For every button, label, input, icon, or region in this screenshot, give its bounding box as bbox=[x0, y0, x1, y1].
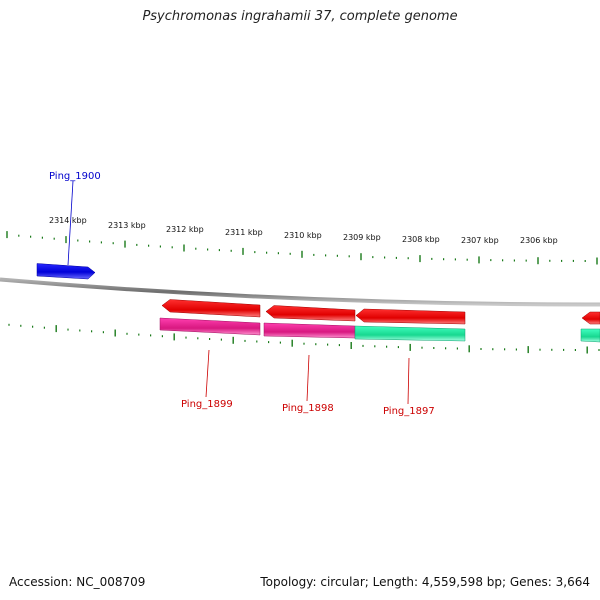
gene-label-ping-1899[interactable]: Ping_1899 bbox=[181, 399, 233, 410]
scale-label: 2311 kbp bbox=[225, 228, 263, 237]
gene-leader-line bbox=[205, 349, 210, 398]
scale-label: 2306 kbp bbox=[520, 236, 558, 245]
inner-scale-ticks bbox=[8, 323, 600, 354]
scale-label: 2314 kbp bbox=[49, 216, 87, 225]
cds-feature-ping-1898[interactable] bbox=[263, 322, 356, 339]
gene-arrow-ping-1899[interactable] bbox=[161, 299, 261, 318]
outer-scale-ticks bbox=[6, 231, 598, 265]
scale-labels: 2314 kbp 2313 kbp 2312 kbp 2311 kbp 2310… bbox=[49, 216, 558, 245]
gene-label-ping-1897[interactable]: Ping_1897 bbox=[383, 406, 435, 417]
accession-text: Accession: NC_008709 bbox=[9, 575, 146, 589]
gene-leader-line bbox=[67, 180, 74, 266]
scale-label: 2312 kbp bbox=[166, 225, 204, 234]
scale-label: 2309 kbp bbox=[343, 233, 381, 242]
genome-backbone bbox=[0, 277, 600, 307]
gene-label-ping-1900[interactable]: Ping_1900 bbox=[49, 171, 101, 182]
gene-leader-line bbox=[306, 354, 310, 402]
scale-label: 2308 kbp bbox=[402, 235, 440, 244]
gene-arrow-ping-1900[interactable] bbox=[36, 263, 96, 280]
map-title: Psychromonas ingrahamii 37, complete gen… bbox=[142, 9, 458, 24]
gene-arrow-ping-1897[interactable] bbox=[355, 308, 466, 325]
cds-feature-ping-1897[interactable] bbox=[354, 325, 466, 342]
gene-arrow-ping-1898[interactable] bbox=[265, 305, 356, 322]
gene-label-ping-1898[interactable]: Ping_1898 bbox=[282, 403, 334, 414]
cds-feature-ping-1899[interactable] bbox=[159, 317, 261, 336]
gene-leader-line bbox=[407, 357, 410, 405]
scale-label: 2310 kbp bbox=[284, 231, 322, 240]
gene-arrow-partial[interactable] bbox=[581, 311, 600, 325]
cds-feature-partial[interactable] bbox=[580, 328, 600, 343]
scale-label: 2313 kbp bbox=[108, 221, 146, 230]
genome-summary-text: Topology: circular; Length: 4,559,598 bp… bbox=[260, 575, 590, 589]
scale-label: 2307 kbp bbox=[461, 236, 499, 245]
